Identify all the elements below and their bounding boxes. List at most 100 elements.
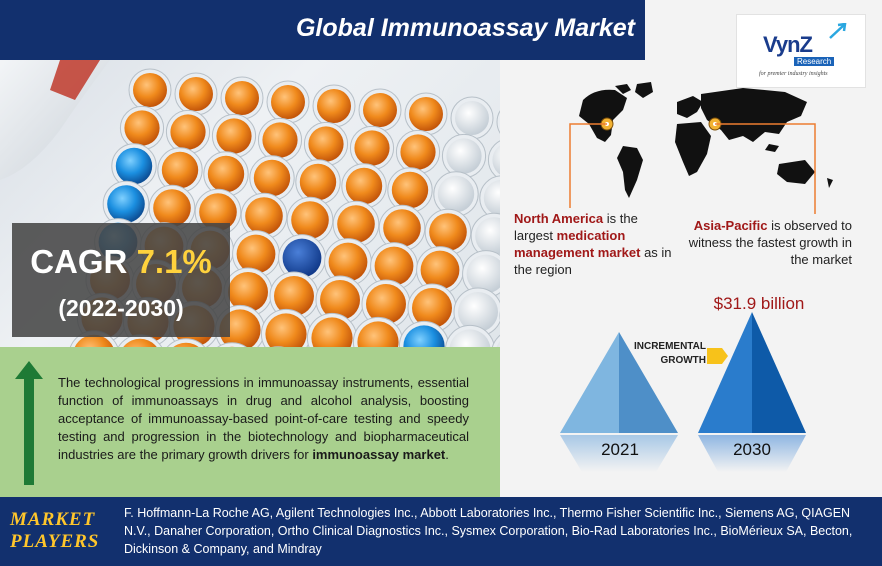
well [366,284,406,324]
well [374,246,414,286]
logo-arrow-icon [829,23,847,39]
well [308,126,344,162]
well [179,77,213,111]
well [455,101,489,135]
well [492,145,500,175]
world-map [579,82,833,198]
north-america-label: North America [514,211,604,226]
drivers-body: The technological progressions in immuno… [58,375,469,462]
well [357,321,399,347]
well [262,122,298,158]
well [420,250,460,290]
well [311,317,353,347]
well [446,138,482,174]
market-value-2030: $31.9 billion [713,294,805,313]
page-title: Global Immunoassay Market [295,14,635,42]
north-america-text-bold: medication management market [514,228,641,260]
well [170,114,206,150]
well [475,217,500,255]
well [466,254,500,294]
well [345,167,383,205]
north-america-text-2: as in the region [514,245,672,277]
well [429,213,467,251]
well [483,179,500,217]
pyramid-2030 [698,312,806,472]
cagr-value: 7.1% [136,243,212,280]
well [123,338,157,347]
well [282,238,322,278]
vynz-logo: VynZ Research for premier industry insig… [736,14,866,88]
well [274,276,314,316]
well [74,334,114,347]
north-america-text-1: is the largest [514,211,638,243]
pyramid-2021 [560,332,678,472]
well [173,342,199,347]
well [115,147,153,185]
well [391,171,429,209]
well [337,205,375,243]
incremental-line-2: GROWTH [660,355,706,366]
well [328,242,368,282]
title-bar: Global Immunoassay Market [0,0,645,60]
incremental-line-1: INCREMENTAL [633,341,706,352]
well [403,325,445,347]
well [291,201,329,239]
asia-pacific-text: is observed to witness the fastest growt… [688,218,852,267]
players-label-line-2: PLAYERS [10,531,100,552]
well [199,193,237,231]
incremental-arrow-icon [707,348,728,364]
well [317,89,351,123]
well [383,209,421,247]
asia-pacific-label: Asia-Pacific [693,218,768,233]
market-players-bar: MARKET PLAYERS F. Hoffmann-La Roche AG, … [0,497,882,566]
cagr-label: CAGR [30,243,128,280]
year-2021-label: 2021 [601,440,639,459]
well [161,151,199,189]
cagr-line: CAGR 7.1% [12,243,230,281]
cagr-box: CAGR 7.1% (2022-2030) [12,223,230,337]
growth-pyramids [560,312,806,472]
location-pin-asia-pacific [708,117,722,131]
players-label-line-1: MARKET [10,509,96,530]
well [245,197,283,235]
growth-drivers-box: The technological progressions in immuno… [0,347,500,497]
well [107,185,145,223]
market-players-label: MARKET PLAYERS [10,509,99,553]
asia-pacific-callout: Asia-Pacific is observed to witness the … [685,217,852,268]
well [228,272,268,312]
well [216,118,252,154]
well [253,159,291,197]
well [271,85,305,119]
north-america-callout: North America is the largest medication … [514,210,674,278]
growth-drivers-text: The technological progressions in immuno… [58,374,469,464]
well [265,313,307,347]
logo-tagline: for premier industry insights [759,71,828,77]
year-2030-label: 2030 [733,440,771,459]
well [437,175,475,213]
cagr-period: (2022-2030) [58,295,184,321]
well [449,329,491,347]
well [409,97,443,131]
well [320,280,360,320]
incremental-growth-label: INCREMENTAL GROWTH [626,340,706,368]
well [458,292,498,332]
logo-name: VynZ [763,32,813,57]
logo-research-badge: Research [794,57,835,66]
well [124,110,160,146]
drivers-bold: immunoassay market [312,447,446,462]
well [153,189,191,227]
location-pin-north-america [600,117,614,131]
well [236,234,276,274]
well [354,130,390,166]
drivers-end: . [445,447,449,462]
well [496,341,500,347]
well [412,288,452,328]
well [225,81,259,115]
well [400,134,436,170]
well [299,163,337,201]
up-arrow-icon [15,361,43,485]
well [133,73,167,107]
well [363,93,397,127]
well [207,155,245,193]
market-players-list: F. Hoffmann-La Roche AG, Agilent Technol… [124,506,853,556]
